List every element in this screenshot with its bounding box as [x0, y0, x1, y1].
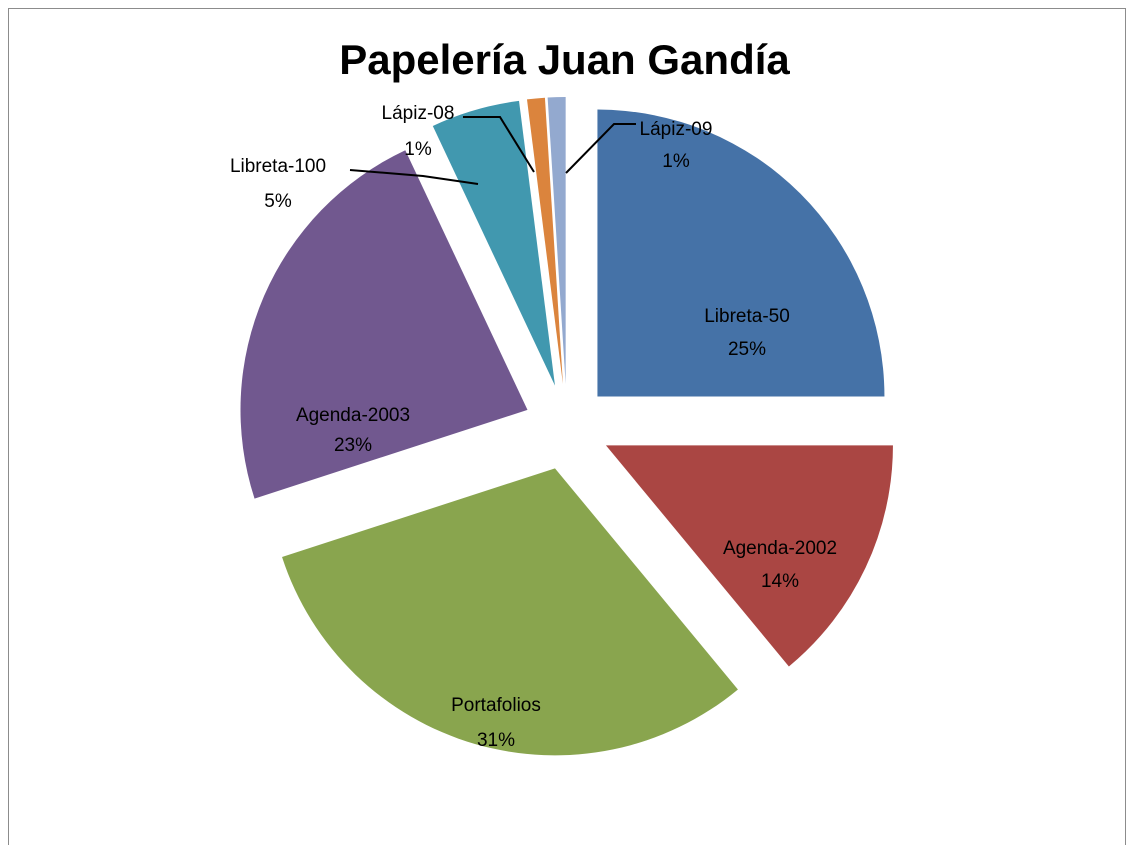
pie-slice-libreta-100 — [432, 100, 555, 386]
pie-slice-portafolios — [282, 468, 738, 756]
slice-percent-label: 14% — [761, 571, 799, 592]
slice-percent-label: 1% — [404, 139, 432, 160]
pie-slice-agenda-2003 — [240, 150, 528, 499]
slice-name-label: Lápiz-09 — [640, 119, 713, 140]
leader-line-lápiz-09 — [565, 123, 636, 174]
leader-line-lápiz-08 — [463, 116, 535, 173]
slice-name-label: Agenda-2003 — [296, 405, 410, 426]
pie-slice-libreta-50 — [597, 109, 885, 397]
slice-percent-label: 25% — [728, 339, 766, 360]
slice-name-label: Libreta-100 — [230, 156, 326, 177]
slice-name-label: Lápiz-08 — [382, 103, 455, 124]
leader-line-libreta-100 — [349, 169, 479, 185]
slice-percent-label: 23% — [334, 435, 372, 456]
slice-name-label: Portafolios — [451, 695, 541, 716]
pie-slice-agenda-2002 — [605, 445, 893, 667]
slice-name-label: Libreta-50 — [704, 306, 790, 327]
pie-slice-lápiz-08 — [526, 97, 563, 385]
slice-percent-label: 1% — [662, 151, 690, 172]
slice-percent-label: 5% — [264, 191, 292, 212]
chart-title: Papelería Juan Gandía — [339, 36, 790, 83]
slice-name-label: Agenda-2002 — [723, 538, 837, 559]
pie-slice-lápiz-09 — [547, 96, 566, 384]
slice-percent-label: 31% — [477, 730, 515, 751]
